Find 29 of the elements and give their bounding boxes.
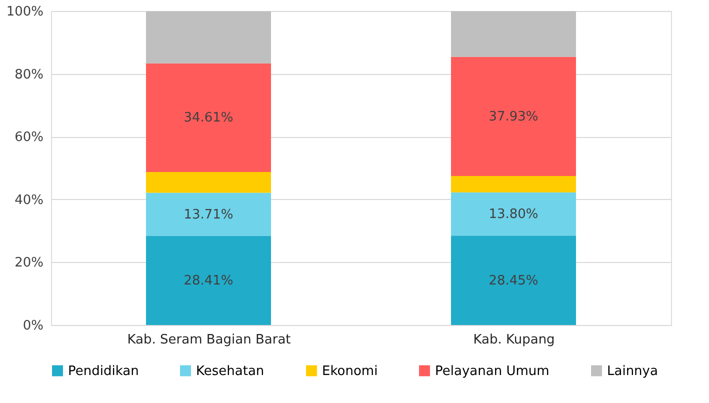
legend-label: Pendidikan <box>68 364 139 379</box>
bar <box>146 236 271 325</box>
bar <box>451 11 576 57</box>
data-label: 28.45% <box>488 273 538 288</box>
legend-label: Lainnya <box>607 364 658 379</box>
y-tick-label: 20% <box>14 256 44 271</box>
data-label: 37.93% <box>488 109 538 124</box>
x-tick-label: Kab. Kupang <box>473 332 555 348</box>
bar <box>146 63 271 172</box>
y-tick-label: 0% <box>22 318 44 334</box>
legend-label: Pelayanan Umum <box>435 364 550 379</box>
y-tick-label: 100% <box>6 4 44 20</box>
y-tick-label: 80% <box>14 67 44 82</box>
bar <box>146 11 271 64</box>
data-label: 13.80% <box>488 207 538 222</box>
y-tick-label: 60% <box>14 130 44 146</box>
data-label: 34.61% <box>184 110 234 126</box>
bar <box>146 172 271 193</box>
bar <box>451 56 576 176</box>
x-tick-label: Kab. Seram Bagian Barat <box>127 332 291 348</box>
bar <box>451 192 576 236</box>
bar <box>451 236 576 325</box>
bar <box>146 192 271 236</box>
bar <box>451 176 576 192</box>
data-label: 28.41% <box>184 273 234 288</box>
legend-label: Kesehatan <box>196 364 264 379</box>
data-label: 13.71% <box>184 207 234 222</box>
legend-label: Ekonomi <box>322 364 378 379</box>
y-tick-label: 40% <box>14 192 44 208</box>
